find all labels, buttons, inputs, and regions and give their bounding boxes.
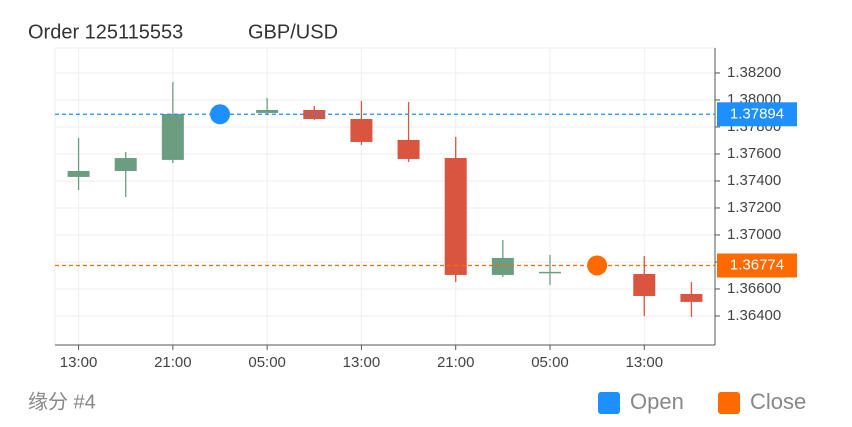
x-tick-label: 13:00 [626, 354, 664, 371]
order-marker [587, 255, 608, 276]
footer: 缘分 #4 [28, 390, 96, 413]
x-tick-label: 21:00 [437, 354, 475, 371]
x-tick-label: 05:00 [531, 354, 569, 371]
candle-body [444, 158, 467, 275]
candle-body [161, 114, 184, 160]
order-marker [210, 104, 230, 125]
y-tick-label: 1.38200 [727, 64, 781, 81]
candle-body [491, 257, 514, 275]
candle-body [67, 170, 90, 177]
candle-body [256, 109, 279, 113]
price-label-box [717, 253, 797, 278]
chart-subtitle: GBP/USD [248, 21, 338, 43]
candle-body [539, 271, 561, 274]
legend-swatch [718, 392, 740, 414]
plot-area [54, 47, 716, 346]
chart-title: Order 125115553 [28, 21, 183, 43]
price-label: 1.36774 [730, 256, 784, 273]
y-tick-label: 1.37600 [727, 145, 781, 162]
candle-body [350, 119, 373, 142]
candle-body [114, 158, 137, 171]
candle-body [680, 293, 703, 302]
price-label: 1.37894 [730, 105, 784, 122]
x-tick-label: 05:00 [248, 354, 286, 371]
x-tick-label: 21:00 [154, 354, 192, 371]
x-tick-label: 13:00 [343, 354, 381, 371]
price-label-box [717, 102, 797, 127]
x-tick-label: 13:00 [60, 354, 98, 371]
y-tick-label: 1.37200 [727, 199, 781, 216]
y-tick-label: 1.36600 [727, 280, 781, 297]
legend-swatch [598, 392, 620, 414]
y-tick-label: 1.37400 [727, 172, 781, 189]
legend-label: Open [630, 389, 684, 414]
y-tick-label: 1.37000 [727, 226, 781, 243]
candle-body [633, 273, 656, 296]
y-tick-label: 1.36400 [727, 307, 781, 324]
legend-label: Close [750, 389, 806, 414]
candle-body [397, 139, 420, 159]
